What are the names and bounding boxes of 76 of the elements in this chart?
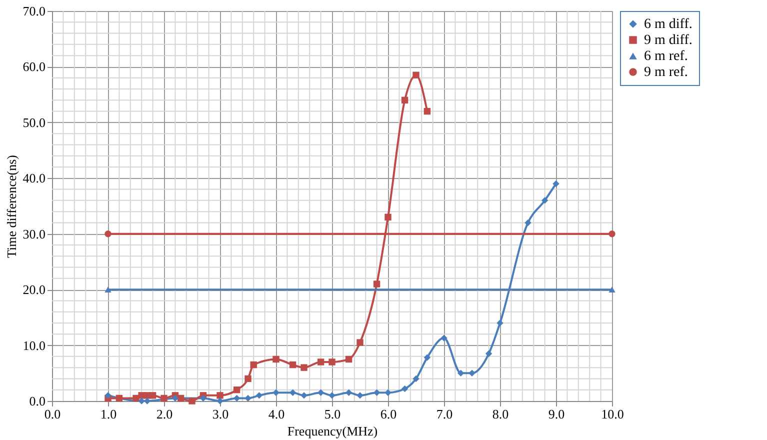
point xyxy=(188,398,196,404)
x-tick-label: 0.0 xyxy=(44,406,61,422)
point xyxy=(200,394,207,402)
point xyxy=(300,392,308,399)
point xyxy=(345,389,352,396)
point xyxy=(289,389,296,396)
point xyxy=(104,230,112,238)
point xyxy=(541,197,548,204)
point xyxy=(401,96,408,104)
point xyxy=(412,375,420,382)
y-tick-label: 40.0 xyxy=(22,170,46,186)
y-tick-label: 50.0 xyxy=(22,114,46,130)
y-tick-label: 70.0 xyxy=(22,4,46,18)
x-tick-label: 3.0 xyxy=(212,406,229,422)
legend-label: 6 m diff. xyxy=(644,17,692,32)
point xyxy=(496,320,504,326)
point xyxy=(272,356,280,363)
point xyxy=(440,334,448,342)
point xyxy=(457,370,464,376)
point xyxy=(149,392,156,399)
y-tick-label: 0.0 xyxy=(29,394,46,408)
point xyxy=(384,214,392,220)
x-axis-title: Frequency(MHz) xyxy=(287,424,378,438)
point xyxy=(384,389,392,396)
point xyxy=(373,280,380,288)
y-tick-label: 20.0 xyxy=(22,282,46,298)
point xyxy=(272,389,280,396)
point xyxy=(138,398,145,404)
point xyxy=(317,389,324,396)
legend-label: 6 m ref. xyxy=(644,49,688,64)
x-tick-label: 9.0 xyxy=(548,406,565,422)
point xyxy=(172,394,179,402)
point xyxy=(424,354,431,361)
x-tick-label: 5.0 xyxy=(324,406,341,422)
x-tick-label: 10.0 xyxy=(601,406,624,422)
point xyxy=(468,370,476,376)
x-tick-label: 7.0 xyxy=(436,406,453,422)
legend-label: 9 m diff. xyxy=(644,33,692,48)
y-tick-label: 60.0 xyxy=(22,59,46,74)
legend-label: 9 m ref. xyxy=(644,65,688,80)
x-tick-label: 4.0 xyxy=(268,406,285,422)
point xyxy=(177,394,184,402)
point xyxy=(412,72,420,78)
point xyxy=(345,356,352,363)
point xyxy=(485,350,492,357)
point xyxy=(401,385,408,392)
x-tick-label: 8.0 xyxy=(492,406,509,422)
point xyxy=(356,339,364,346)
point xyxy=(233,386,240,394)
x-tick-label: 1.0 xyxy=(100,406,117,422)
point xyxy=(116,394,123,402)
point xyxy=(289,361,296,368)
point xyxy=(104,392,112,399)
point xyxy=(160,394,168,402)
point xyxy=(244,375,252,382)
point xyxy=(608,230,616,238)
point xyxy=(256,392,263,399)
point xyxy=(233,394,240,402)
x-tick-label: 6.0 xyxy=(380,406,397,422)
point xyxy=(328,392,336,399)
y-tick-label: 10.0 xyxy=(22,338,46,353)
point xyxy=(244,394,252,402)
point xyxy=(356,392,364,399)
x-tick-label: 2.0 xyxy=(156,406,173,422)
point xyxy=(300,364,308,371)
point xyxy=(552,180,560,188)
y-axis-title: Time difference(ns) xyxy=(4,155,19,258)
point xyxy=(373,389,380,396)
point xyxy=(424,108,431,115)
point xyxy=(317,358,324,366)
y-tick-label: 30.0 xyxy=(22,226,46,242)
point xyxy=(216,398,224,404)
point xyxy=(250,361,257,368)
point xyxy=(216,392,224,399)
point xyxy=(328,358,336,366)
point xyxy=(524,219,532,226)
